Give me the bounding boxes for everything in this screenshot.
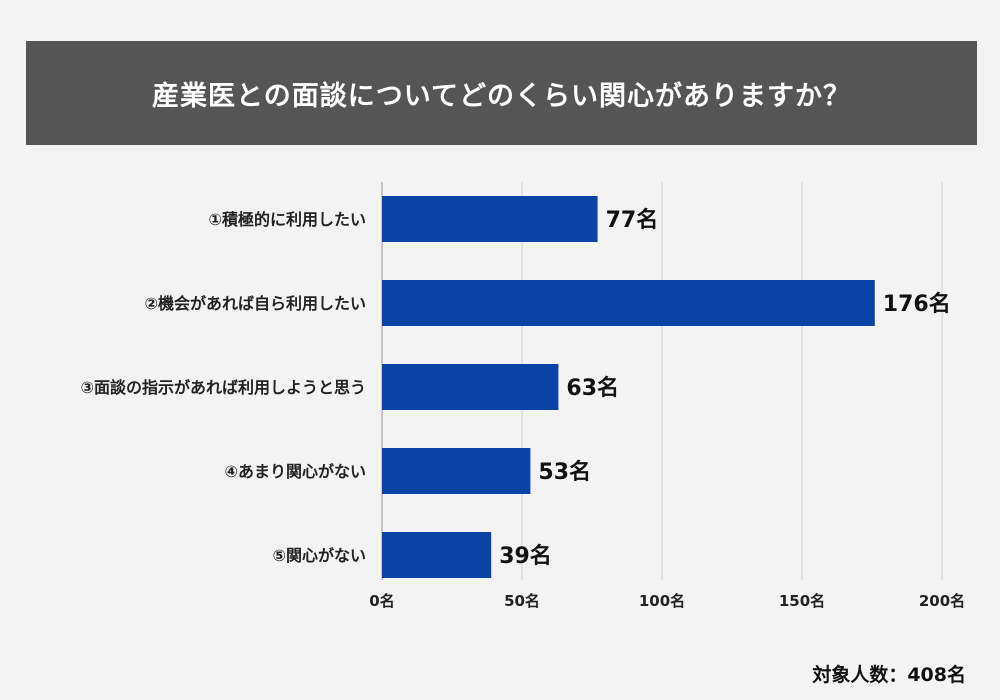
x-tick-label: 200名 [919, 592, 965, 610]
bar [382, 196, 598, 242]
x-tick-label: 150名 [779, 592, 825, 610]
sample-size-note: 対象人数：408名 [812, 664, 966, 686]
category-label: ④あまり関心がない [224, 462, 366, 481]
data-label: 39名 [499, 543, 552, 569]
category-label: ①積極的に利用したい [208, 210, 366, 229]
bar [382, 448, 531, 494]
title-bar: 産業医との面談についてどのくらい関心がありますか？ [26, 41, 977, 145]
x-tick-label: 100名 [639, 592, 685, 610]
labels: 0名 50名 100名 150名 200名 ①積極的に利用したい 77名 ②機会があれば自ら利… [80, 207, 965, 610]
bars [382, 196, 875, 578]
bar [382, 364, 559, 410]
x-tick-label: 0名 [369, 592, 394, 610]
data-label: 176名 [883, 291, 951, 317]
data-label: 53名 [538, 459, 591, 485]
chart-title: 産業医との面談についてどのくらい関心がありますか？ [152, 80, 851, 112]
bar [382, 532, 492, 578]
category-label: ②機会があれば自ら利用したい [144, 294, 366, 313]
bar [382, 280, 875, 326]
x-tick-label: 50名 [504, 592, 540, 610]
category-label: ③面談の指示があれば利用しようと思う [80, 378, 366, 397]
data-label: 77名 [606, 207, 659, 233]
data-label: 63名 [566, 375, 619, 401]
category-label: ⑤関心がない [272, 546, 366, 565]
